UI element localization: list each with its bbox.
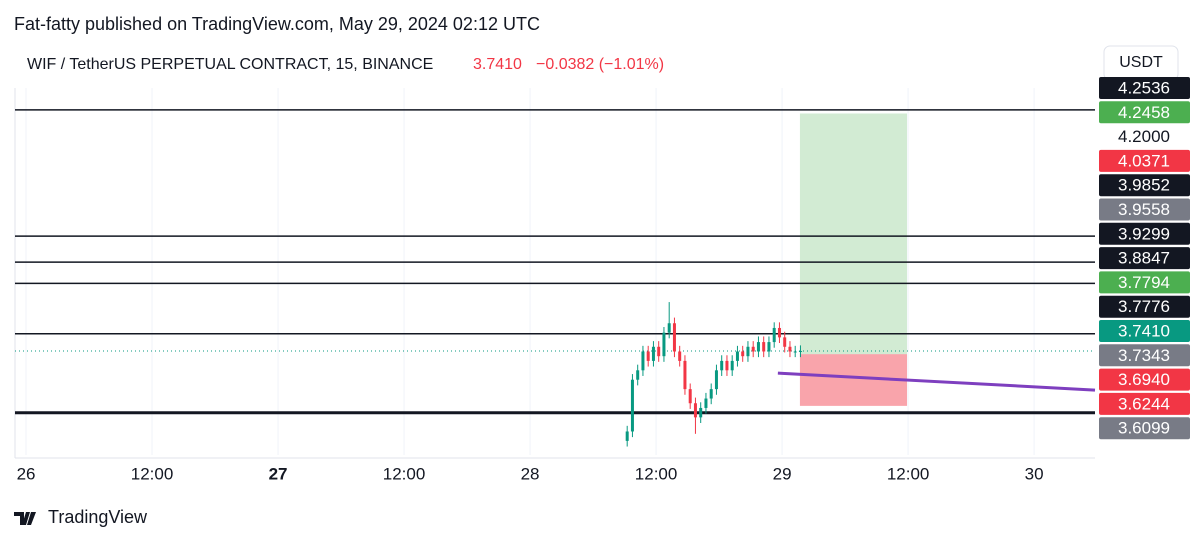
price-label-box (1099, 271, 1190, 294)
price-label: 3.9852 (1118, 176, 1170, 195)
price-label: 3.6244 (1118, 394, 1170, 413)
candle-body (788, 346, 792, 352)
candle-body (746, 346, 750, 357)
candle-body (646, 351, 650, 361)
candle-body (699, 407, 703, 418)
candle-body (625, 431, 629, 441)
brand: TradingView (48, 507, 148, 527)
x-tick-label: 27 (269, 464, 288, 483)
publisher-line: Fat-fatty published on TradingView.com, … (14, 14, 540, 34)
candle-body (667, 323, 671, 333)
candle-body (636, 370, 640, 380)
price-label: 3.6940 (1118, 370, 1170, 389)
candle-body (683, 360, 687, 390)
x-tick-label: 29 (773, 464, 792, 483)
price-label: 3.6099 (1118, 419, 1170, 438)
candle-body (777, 327, 781, 338)
price-label: 3.7410 (1118, 321, 1170, 340)
candle-body (783, 337, 787, 347)
price-label-box (1099, 320, 1190, 342)
plot-area (15, 88, 1096, 455)
candle-body (672, 323, 676, 352)
logo (14, 512, 36, 525)
price-label-box (1099, 125, 1190, 148)
price-label-box (1099, 77, 1190, 99)
candle-body (762, 342, 766, 352)
candle-body (688, 389, 692, 404)
price-label-box (1099, 417, 1190, 440)
candle-body (704, 398, 708, 408)
x-tick-label: 26 (17, 464, 36, 483)
price-label-box (1099, 295, 1190, 318)
candle-body (751, 346, 755, 352)
currency-label[interactable]: USDT (1119, 54, 1163, 71)
candle-body (709, 389, 713, 399)
price-label: 3.7343 (1118, 346, 1170, 365)
price-label-box (1099, 344, 1190, 367)
price-label: 3.7794 (1118, 273, 1170, 292)
price-label: 4.2536 (1118, 78, 1170, 97)
last-price: 3.7410 (473, 56, 522, 73)
x-tick-label: 12:00 (635, 464, 678, 483)
price-label-box (1099, 174, 1190, 197)
symbol-title: WIF / TetherUS PERPETUAL CONTRACT, 15, B… (27, 56, 433, 73)
x-tick-label: 12:00 (131, 464, 174, 483)
candle-body (678, 351, 682, 361)
candle-body (725, 360, 729, 371)
price-label: 4.2458 (1118, 103, 1170, 122)
candle-body (735, 351, 739, 361)
candle-body (714, 370, 718, 390)
price-label: 3.8847 (1118, 249, 1170, 268)
candle-body (641, 351, 645, 371)
candle-body (730, 360, 734, 371)
price-label-box (1099, 247, 1190, 270)
candle-body (720, 360, 724, 371)
x-tick-label: 12:00 (383, 464, 426, 483)
x-tick-label: 28 (521, 464, 540, 483)
price-label-box (1099, 149, 1190, 172)
profit-zone (799, 113, 908, 355)
candle-body (756, 342, 760, 352)
price-label-box (1099, 198, 1190, 221)
candle-body (741, 351, 745, 357)
candle-body (793, 351, 797, 353)
candle-body (662, 332, 666, 357)
candle-body (693, 403, 697, 418)
candle-body (651, 346, 655, 361)
price-label-box (1099, 392, 1190, 415)
price-label-box (1099, 101, 1190, 124)
x-tick-label: 30 (1025, 464, 1044, 483)
price-label: 3.9558 (1118, 200, 1170, 219)
price-label: 4.2000 (1118, 127, 1170, 146)
price-label-box (1099, 368, 1190, 391)
candle-body (798, 351, 802, 353)
price-label-box (1099, 222, 1190, 245)
price-label: 3.9299 (1118, 224, 1170, 243)
price-label: 4.0371 (1118, 151, 1170, 170)
candle-body (772, 327, 776, 343)
x-tick-label: 12:00 (887, 464, 930, 483)
price-change: −0.0382 (−1.01%) (536, 56, 664, 73)
price-label: 3.7776 (1118, 297, 1170, 316)
candle-body (630, 379, 634, 432)
candle-body (657, 346, 661, 357)
trend-line (777, 371, 1096, 392)
candle-body (767, 342, 771, 352)
